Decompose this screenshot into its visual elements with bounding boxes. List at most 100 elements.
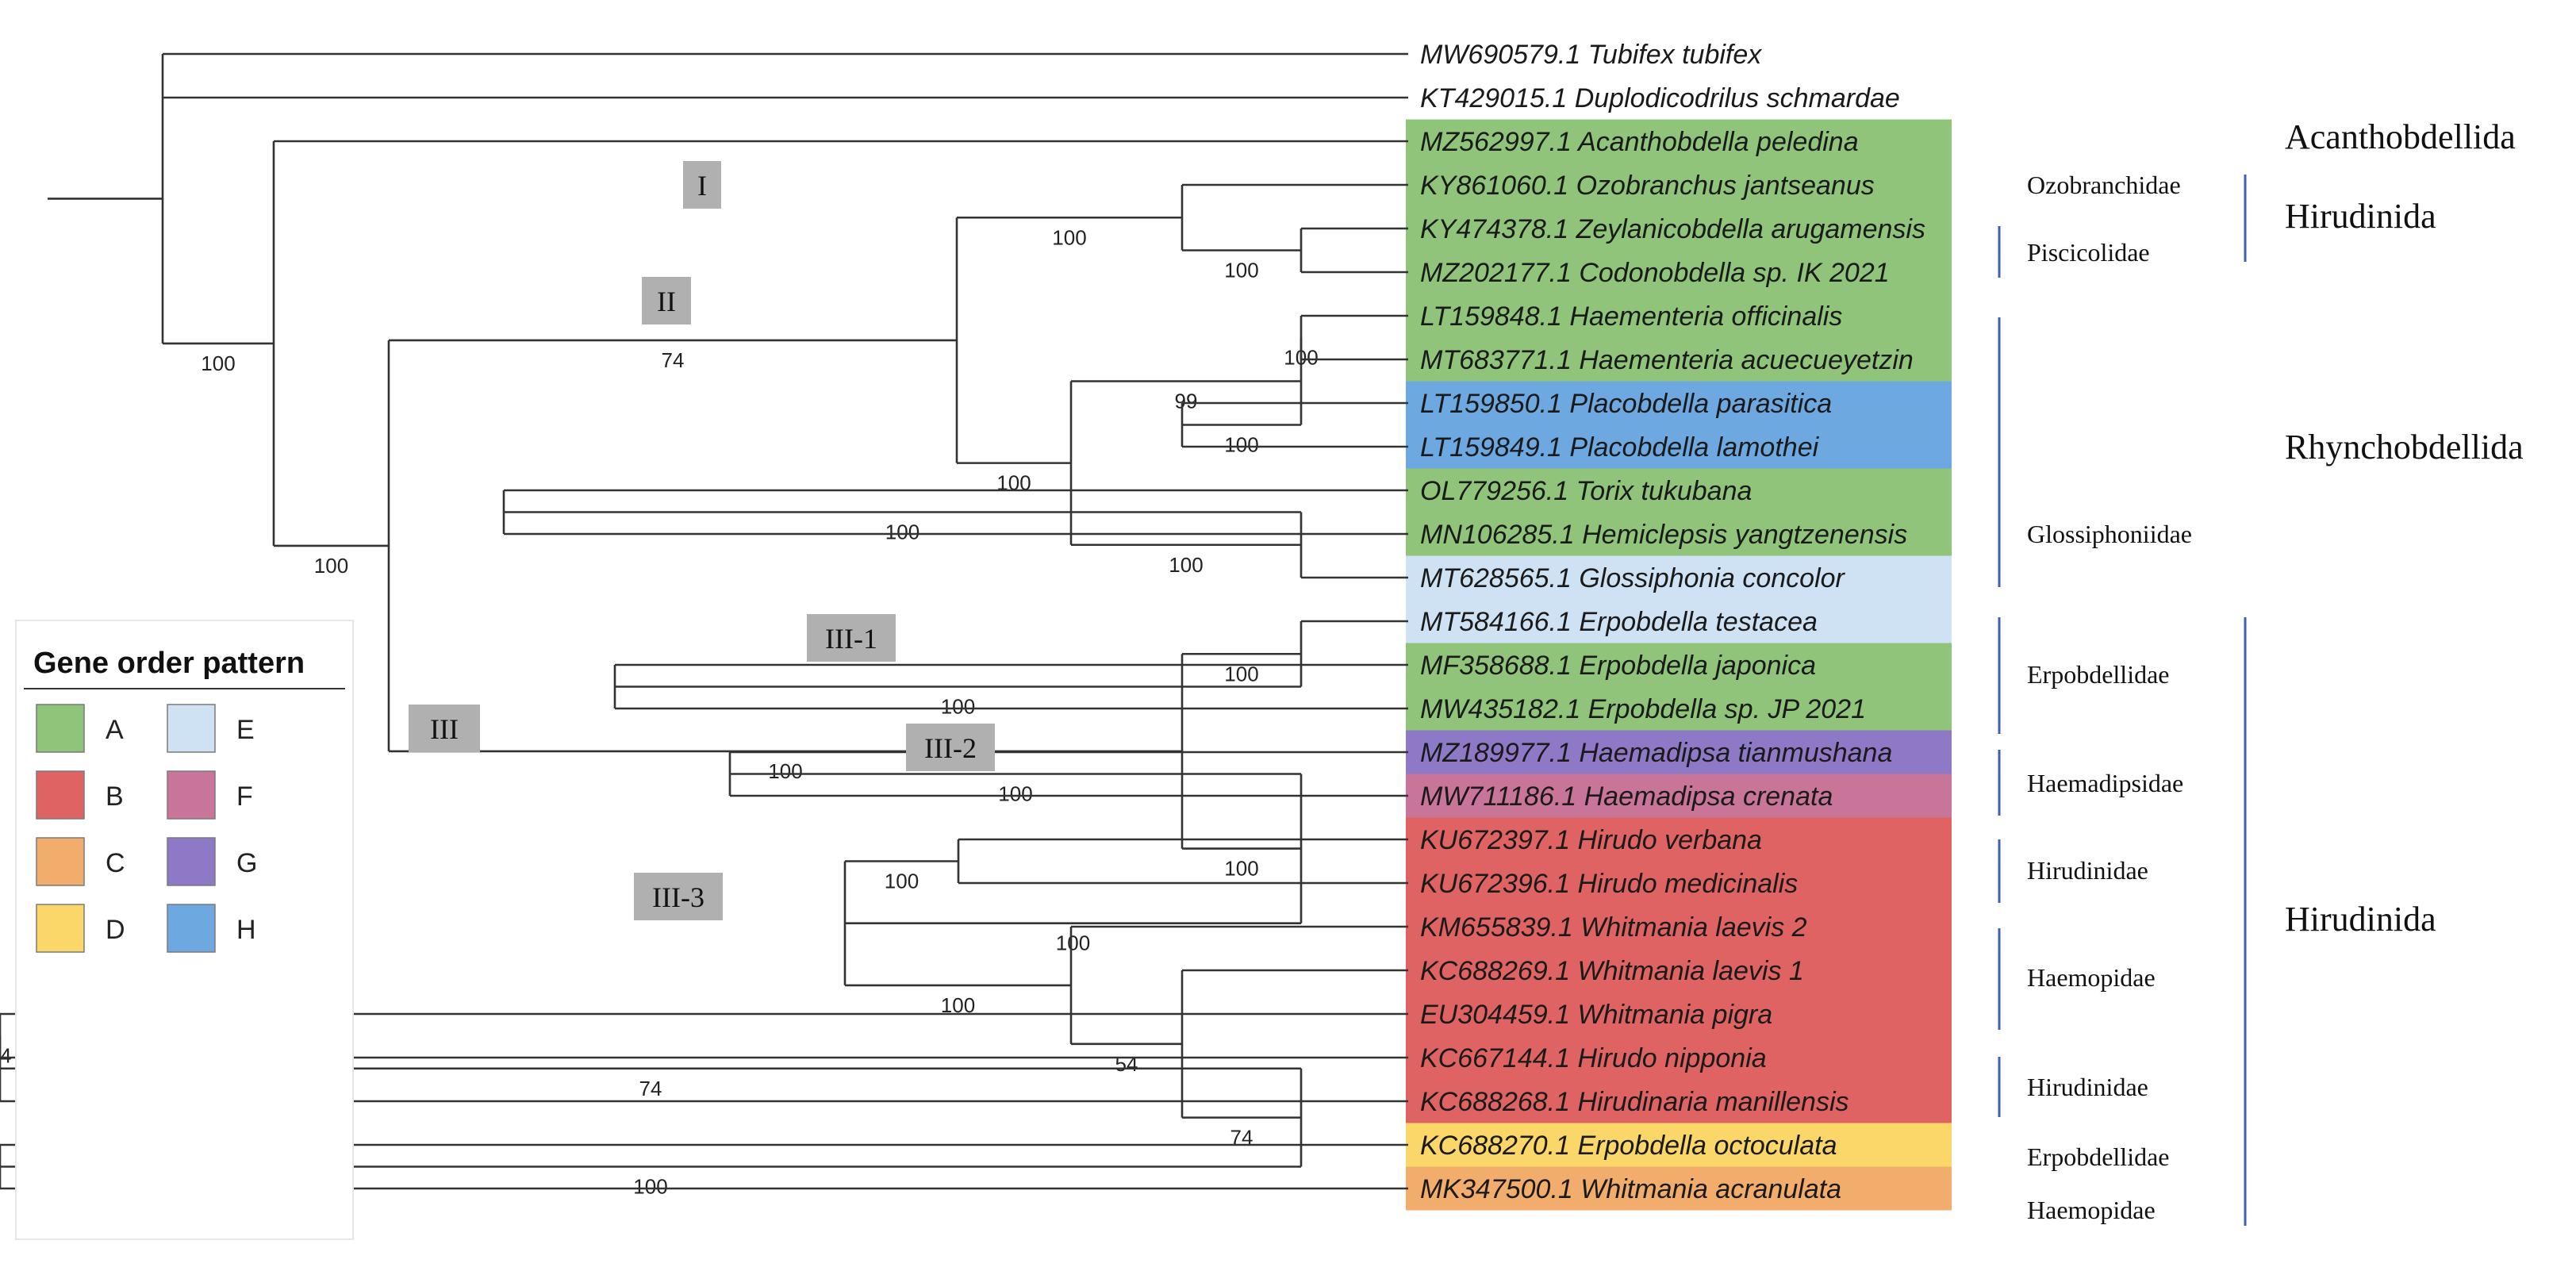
order-label: Acanthobdellida	[2285, 117, 2516, 156]
leaf-label: KM655839.1 Whitmania laevis 2	[1420, 912, 1807, 943]
leaf-pattern-box	[1406, 555, 1952, 600]
legend-label-e: E	[236, 715, 255, 745]
leaf-pattern-box	[1406, 337, 1952, 382]
order-label: Rhynchobdellida	[2285, 428, 2524, 467]
leaf-pattern-box	[1406, 730, 1952, 774]
legend-swatch-a	[36, 704, 85, 753]
clade-label-iii-3: III-3	[652, 881, 704, 913]
family-label: Haemopidae	[2027, 963, 2156, 992]
legend-label-h: H	[236, 915, 256, 945]
leaf-label: MT584166.1 Erpobdella testacea	[1420, 607, 1818, 637]
legend-swatch-c	[36, 837, 85, 886]
leaf-label: MK347500.1 Whitmania acranulata	[1420, 1174, 1841, 1204]
legend-swatch-d	[36, 904, 85, 953]
leaf-pattern-box	[1406, 119, 1952, 163]
support-value: 100	[201, 351, 235, 375]
clade-box-ii	[642, 277, 691, 324]
clade-box-iii	[409, 705, 480, 752]
family-label: Hirudinidae	[2027, 856, 2148, 885]
leaf-pattern-box	[1406, 468, 1952, 513]
legend-swatch-b	[36, 770, 85, 820]
leaf-pattern-box	[1406, 250, 1952, 294]
leaf-pattern-box	[1406, 1123, 1952, 1167]
leaf-label: KC688269.1 Whitmania laevis 1	[1420, 956, 1804, 986]
leaf-label: MN106285.1 Hemiclepsis yangtzenensis	[1420, 520, 1907, 550]
leaf-label: KU672397.1 Hirudo verbana	[1420, 825, 1762, 855]
clade-label-ii: II	[657, 286, 676, 317]
leaf-label: MF358688.1 Erpobdella japonica	[1420, 651, 1816, 681]
legend-label-d: D	[106, 915, 125, 945]
family-label: Ozobranchidae	[2027, 171, 2181, 199]
support-value: 100	[1224, 259, 1258, 282]
leaf-pattern-box	[1406, 643, 1952, 687]
leaf-label: KC667144.1 Hirudo nipponia	[1420, 1043, 1767, 1073]
support-value: 100	[314, 554, 348, 578]
support-value: 100	[885, 520, 919, 544]
support-value: 100	[1224, 433, 1258, 457]
leaf-label: MW435182.1 Erpobdella sp. JP 2021	[1420, 694, 1866, 724]
support-value: 100	[885, 870, 919, 893]
leaf-label: MZ189977.1 Haemadipsa tianmushana	[1420, 738, 1892, 768]
leaf-label: MT628565.1 Glossiphonia concolor	[1420, 563, 1846, 593]
legend-title: Gene order pattern	[33, 647, 305, 680]
support-value: 74	[662, 348, 685, 372]
legend-label-b: B	[106, 781, 124, 812]
legend-label-c: C	[106, 848, 125, 878]
support-value: 100	[633, 1175, 667, 1199]
leaf-pattern-box	[1406, 686, 1952, 731]
support-value: 74	[639, 1077, 662, 1100]
family-label: Haemadipsidae	[2027, 769, 2183, 797]
leaf-label: LT159849.1 Placobdella lamothei	[1420, 432, 1820, 463]
legend-swatch-e	[167, 704, 216, 753]
legend-swatch-h	[167, 904, 216, 953]
leaf-label: MW711186.1 Haemadipsa crenata	[1420, 781, 1833, 812]
family-label: Glossiphoniidae	[2027, 520, 2192, 548]
leaf-pattern-box	[1406, 1166, 1952, 1211]
support-value: 100	[768, 759, 802, 783]
leaf-label: MW690579.1 Tubifex tubifex	[1420, 40, 1762, 70]
order-label: Hirudinida	[2285, 197, 2436, 236]
clade-box-iii-1	[807, 614, 896, 662]
leaf-pattern-box	[1406, 206, 1952, 251]
leaf-pattern-box	[1406, 424, 1952, 469]
legend-swatch-f	[167, 770, 216, 820]
family-label: Erpobdellidae	[2027, 660, 2169, 689]
leaf-label: KC688270.1 Erpobdella octoculata	[1420, 1131, 1837, 1161]
support-value: 100	[941, 695, 975, 719]
clade-label-i: I	[697, 170, 707, 202]
leaf-pattern-box	[1406, 948, 1952, 993]
support-value: 100	[1169, 553, 1203, 577]
clade-box-iii-3	[634, 873, 723, 920]
legend-label-g: G	[236, 848, 257, 878]
leaf-pattern-box	[1406, 904, 1952, 949]
leaf-pattern-box	[1406, 599, 1952, 643]
leaf-pattern-box	[1406, 1079, 1952, 1123]
leaf-label: OL779256.1 Torix tukubana	[1420, 476, 1752, 506]
leaf-label: LT159850.1 Placobdella parasitica	[1420, 389, 1832, 419]
order-label: Hirudinida	[2285, 900, 2436, 939]
leaf-label: MT683771.1 Haementeria acuecueyetzin	[1420, 345, 1914, 375]
support-value: 100	[1052, 225, 1086, 249]
legend-label-f: F	[236, 781, 253, 812]
leaf-pattern-box	[1406, 861, 1952, 905]
support-value: 99	[1175, 390, 1198, 413]
leaf-label: MZ202177.1 Codonobdella sp. IK 2021	[1420, 258, 1890, 288]
leaf-pattern-box	[1406, 817, 1952, 862]
leaf-label: KY861060.1 Ozobranchus jantseanus	[1420, 171, 1875, 201]
clade-label-iii: III	[430, 713, 459, 745]
leaf-label: MZ562997.1 Acanthobdella peledina	[1420, 127, 1859, 157]
family-label: Hirudinidae	[2027, 1073, 2148, 1101]
family-label: Piscicolidae	[2027, 238, 2150, 267]
leaf-label: KY474378.1 Zeylanicobdella arugamensis	[1420, 214, 1925, 244]
leaf-label: KC688268.1 Hirudinaria manillensis	[1420, 1087, 1849, 1117]
support-value: 74	[0, 1044, 11, 1068]
support-value: 100	[1224, 857, 1258, 881]
clade-box-iii-2	[906, 724, 995, 771]
leaf-pattern-box	[1406, 992, 1952, 1036]
leaf-pattern-box	[1406, 163, 1952, 207]
clade-label-iii-2: III-2	[924, 732, 977, 764]
leaf-label: KU672396.1 Hirudo medicinalis	[1420, 869, 1798, 899]
leaf-label: LT159848.1 Haementeria officinalis	[1420, 301, 1842, 332]
leaf-pattern-box	[1406, 774, 1952, 818]
